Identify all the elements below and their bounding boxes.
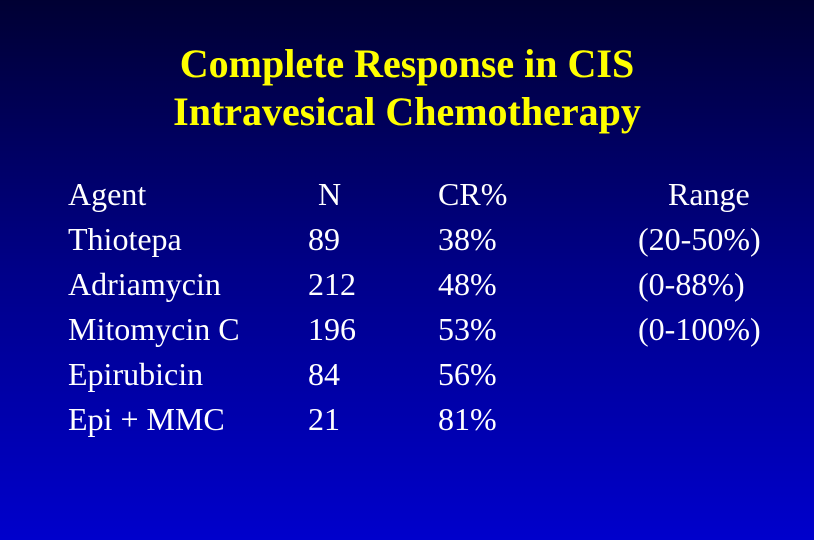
- cell-agent: Adriamycin: [68, 262, 308, 307]
- cell-cr: 56%: [438, 352, 638, 397]
- cell-n: 212: [308, 262, 438, 307]
- table-row: Adriamycin 212 48% (0-88%): [68, 262, 774, 307]
- col-header-cr: CR%: [438, 172, 638, 217]
- cell-n: 21: [308, 397, 438, 442]
- table-row: Thiotepa 89 38% (20-50%): [68, 217, 774, 262]
- cell-n: 84: [308, 352, 438, 397]
- cell-agent: Mitomycin C: [68, 307, 308, 352]
- slide-title: Complete Response in CIS Intravesical Ch…: [0, 40, 814, 136]
- title-line-2: Intravesical Chemotherapy: [173, 89, 641, 134]
- table-header-row: Agent N CR% Range: [68, 172, 774, 217]
- cell-agent: Epi + MMC: [68, 397, 308, 442]
- chemo-response-table: Agent N CR% Range Thiotepa 89 38% (20-50…: [68, 172, 774, 442]
- table-row: Epi + MMC 21 81%: [68, 397, 774, 442]
- cell-n: 196: [308, 307, 438, 352]
- cell-range: (20-50%): [638, 217, 774, 262]
- table-row: Mitomycin C 196 53% (0-100%): [68, 307, 774, 352]
- cell-cr: 81%: [438, 397, 638, 442]
- cell-n: 89: [308, 217, 438, 262]
- table-row: Epirubicin 84 56%: [68, 352, 774, 397]
- cell-range: [638, 397, 774, 442]
- title-line-1: Complete Response in CIS: [180, 41, 634, 86]
- cell-agent: Epirubicin: [68, 352, 308, 397]
- data-table-container: Agent N CR% Range Thiotepa 89 38% (20-50…: [0, 172, 814, 442]
- cell-range: [638, 352, 774, 397]
- slide: Complete Response in CIS Intravesical Ch…: [0, 0, 814, 540]
- col-header-agent: Agent: [68, 172, 308, 217]
- col-header-range: Range: [638, 172, 774, 217]
- cell-agent: Thiotepa: [68, 217, 308, 262]
- cell-cr: 53%: [438, 307, 638, 352]
- col-header-n: N: [308, 172, 438, 217]
- cell-range: (0-88%): [638, 262, 774, 307]
- cell-cr: 38%: [438, 217, 638, 262]
- cell-cr: 48%: [438, 262, 638, 307]
- cell-range: (0-100%): [638, 307, 774, 352]
